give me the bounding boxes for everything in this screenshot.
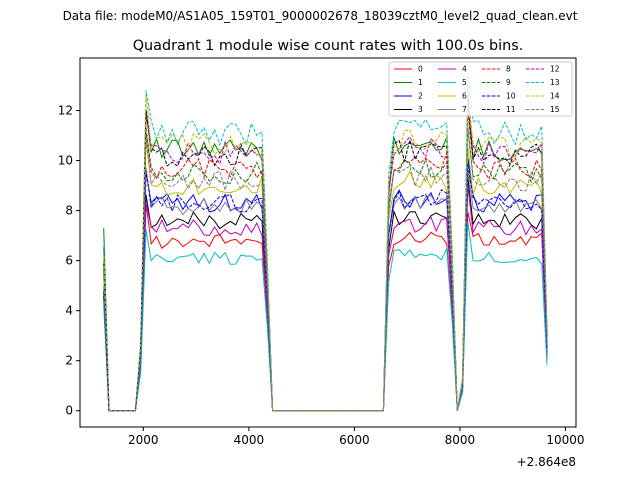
y-axis: 0 2 4 6 8 10 12 bbox=[58, 104, 80, 418]
legend-label-12: 12 bbox=[550, 65, 560, 74]
x-tick-label: 10000 bbox=[546, 433, 584, 447]
plot-frame bbox=[79, 57, 577, 428]
legend-label-10: 10 bbox=[506, 92, 516, 101]
series-line-1 bbox=[103, 102, 548, 412]
series-line-7 bbox=[103, 167, 548, 412]
plot-lines bbox=[103, 73, 548, 412]
legend-label-3: 3 bbox=[418, 105, 423, 114]
legend-label-2: 2 bbox=[418, 92, 423, 101]
legend-label-7: 7 bbox=[462, 105, 467, 114]
legend-label-6: 6 bbox=[462, 92, 467, 101]
legend-label-5: 5 bbox=[462, 78, 467, 87]
x-tick-label: 2000 bbox=[128, 433, 159, 447]
chart-title: Quadrant 1 module wise count rates with … bbox=[133, 38, 524, 54]
y-tick-label: 6 bbox=[65, 254, 73, 268]
series-line-2 bbox=[103, 157, 548, 412]
legend-label-1: 1 bbox=[418, 78, 423, 87]
legend-label-13: 13 bbox=[550, 78, 560, 87]
y-tick-label: 10 bbox=[58, 154, 73, 168]
legend-label-4: 4 bbox=[462, 65, 467, 74]
x-axis: 2000 4000 6000 8000 10000 bbox=[128, 427, 585, 447]
series-line-14 bbox=[103, 94, 548, 412]
legend-frame bbox=[388, 61, 573, 117]
series-line-15 bbox=[103, 124, 548, 412]
series-line-4 bbox=[103, 185, 548, 412]
series-line-11 bbox=[103, 96, 548, 412]
y-tick-label: 0 bbox=[65, 404, 73, 418]
x-tick-label: 8000 bbox=[445, 433, 476, 447]
legend-label-11: 11 bbox=[506, 105, 516, 114]
x-tick-label: 4000 bbox=[234, 433, 265, 447]
series-line-5 bbox=[103, 221, 548, 412]
x-tick-label: 6000 bbox=[339, 433, 370, 447]
series-line-12 bbox=[103, 93, 548, 412]
legend-label-14: 14 bbox=[550, 92, 560, 101]
legend-label-0: 0 bbox=[418, 65, 423, 74]
series-line-10 bbox=[103, 163, 548, 412]
figure-suptitle: Data file: modeM0/AS1A05_159T01_90000026… bbox=[63, 9, 578, 23]
y-tick-label: 4 bbox=[65, 304, 73, 318]
series-line-3 bbox=[103, 176, 548, 412]
series-line-0 bbox=[103, 202, 548, 412]
series-line-9 bbox=[103, 127, 548, 412]
y-tick-label: 2 bbox=[65, 354, 73, 368]
legend-label-15: 15 bbox=[550, 105, 560, 114]
x-offset-label: +2.864e8 bbox=[517, 455, 576, 469]
legend-label-9: 9 bbox=[506, 78, 511, 87]
legend-label-8: 8 bbox=[506, 65, 511, 74]
y-tick-label: 8 bbox=[65, 204, 73, 218]
series-line-13 bbox=[103, 73, 548, 412]
y-tick-label: 12 bbox=[58, 104, 73, 118]
series-line-6 bbox=[103, 137, 548, 412]
